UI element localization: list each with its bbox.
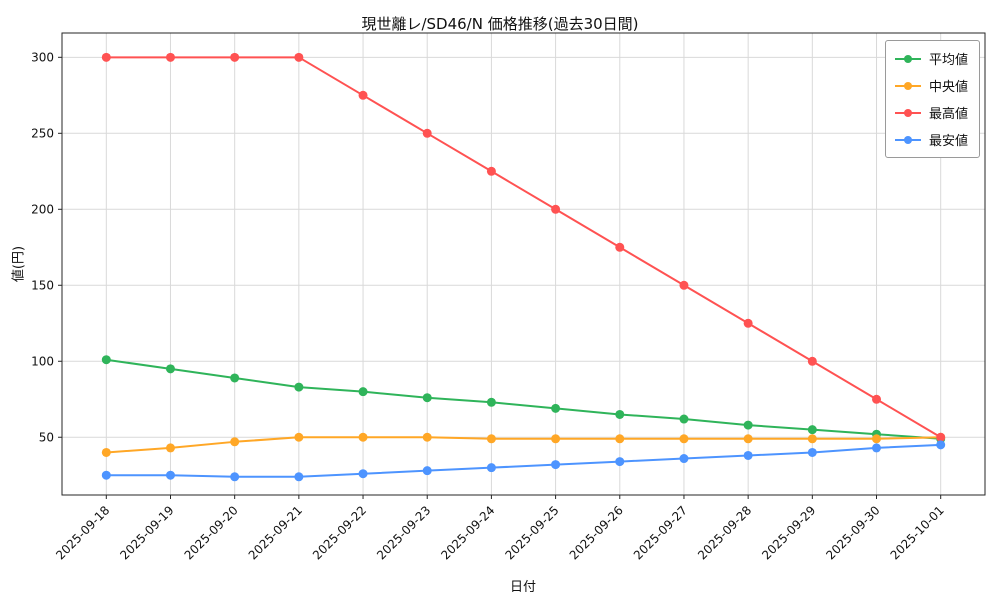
series-marker	[230, 437, 240, 447]
series-marker	[101, 52, 111, 62]
series-marker	[486, 463, 496, 473]
series-marker	[230, 472, 240, 482]
series-marker	[358, 90, 368, 100]
x-tick-label: 2025-09-20	[182, 503, 241, 562]
series-marker	[743, 450, 753, 460]
series-marker	[615, 409, 625, 419]
legend-item-max: 最高値	[894, 103, 968, 122]
series-marker	[422, 432, 432, 442]
legend-item-min: 最安値	[894, 130, 968, 149]
series-marker	[679, 434, 689, 444]
series-marker	[807, 425, 817, 435]
legend-item-median: 中央値	[894, 76, 968, 95]
series-marker	[551, 204, 561, 214]
series-marker	[679, 454, 689, 464]
series-marker	[679, 280, 689, 290]
series-marker	[230, 373, 240, 383]
legend-label-min: 最安値	[928, 134, 968, 149]
series-marker	[743, 318, 753, 328]
x-tick-label: 2025-09-24	[438, 503, 497, 562]
series-marker	[101, 355, 111, 365]
series-marker	[101, 470, 111, 480]
series-marker	[743, 434, 753, 444]
series-marker	[422, 393, 432, 403]
legend-label-mean: 平均値	[928, 53, 968, 68]
legend-line-marker-max	[894, 108, 921, 117]
x-tick-label: 2025-09-25	[502, 503, 561, 562]
legend-item-mean: 平均値	[894, 49, 968, 68]
series-marker	[807, 447, 817, 457]
series-marker	[294, 382, 304, 392]
series-marker	[551, 460, 561, 470]
series-marker	[743, 420, 753, 430]
x-tick-label: 2025-09-19	[117, 503, 176, 562]
chart-title: 現世離レ/SD46/N 価格推移(過去30日間)	[361, 15, 639, 33]
series-line-3	[105, 443, 942, 478]
series-line-2	[105, 56, 942, 439]
y-tick-label: 50	[39, 430, 54, 444]
series-marker	[422, 466, 432, 476]
x-tick-label: 2025-09-26	[567, 503, 626, 562]
series-marker	[872, 434, 882, 444]
x-tick-label: 2025-09-22	[310, 503, 369, 562]
y-tick-label: 150	[31, 278, 54, 292]
series-marker	[872, 394, 882, 404]
series-line-0	[105, 358, 942, 440]
series-marker	[165, 364, 175, 374]
series-marker	[872, 443, 882, 453]
series-marker	[165, 470, 175, 480]
y-tick-label: 200	[31, 202, 54, 216]
legend: 平均値 中央値 最高値 最安値	[884, 40, 980, 158]
series-line-1	[105, 436, 942, 454]
y-tick-label: 100	[31, 354, 54, 368]
series-marker	[615, 242, 625, 252]
series-marker	[294, 472, 304, 482]
x-tick-label: 2025-09-30	[823, 503, 882, 562]
series-marker	[679, 414, 689, 424]
series-marker	[101, 447, 111, 457]
y-tick-label: 300	[31, 50, 54, 64]
x-tick-label: 2025-09-28	[695, 503, 754, 562]
series-marker	[936, 440, 946, 450]
legend-line-marker-median	[894, 81, 921, 90]
series-marker	[165, 443, 175, 453]
legend-line-marker-min	[894, 135, 921, 144]
series-marker	[294, 432, 304, 442]
x-axis-label: 日付	[509, 580, 537, 595]
legend-line-marker-mean	[894, 54, 921, 63]
series-marker	[615, 457, 625, 467]
series-marker	[551, 434, 561, 444]
series-marker	[551, 403, 561, 413]
x-tick-label: 2025-09-27	[631, 503, 690, 562]
y-tick-label: 250	[31, 126, 54, 140]
series-marker	[807, 356, 817, 366]
series-marker	[615, 434, 625, 444]
legend-label-max: 最高値	[928, 107, 968, 122]
series-marker	[807, 434, 817, 444]
series-marker	[486, 166, 496, 176]
x-tick-label: 2025-09-23	[374, 503, 433, 562]
series-marker	[936, 432, 946, 442]
x-tick-label: 2025-09-29	[759, 503, 818, 562]
plot-border	[61, 32, 986, 496]
series-marker	[358, 387, 368, 397]
series-marker	[294, 52, 304, 62]
series-marker	[358, 432, 368, 442]
series-marker	[486, 434, 496, 444]
legend-label-median: 中央値	[928, 80, 968, 95]
series-marker	[230, 52, 240, 62]
x-tick-label: 2025-10-01	[888, 503, 947, 562]
series-marker	[165, 52, 175, 62]
series-marker	[358, 469, 368, 479]
series-marker	[486, 397, 496, 407]
y-axis-label: 値(円)	[11, 245, 27, 283]
series-marker	[422, 128, 432, 138]
x-tick-label: 2025-09-21	[246, 503, 305, 562]
x-tick-label: 2025-09-18	[53, 503, 112, 562]
